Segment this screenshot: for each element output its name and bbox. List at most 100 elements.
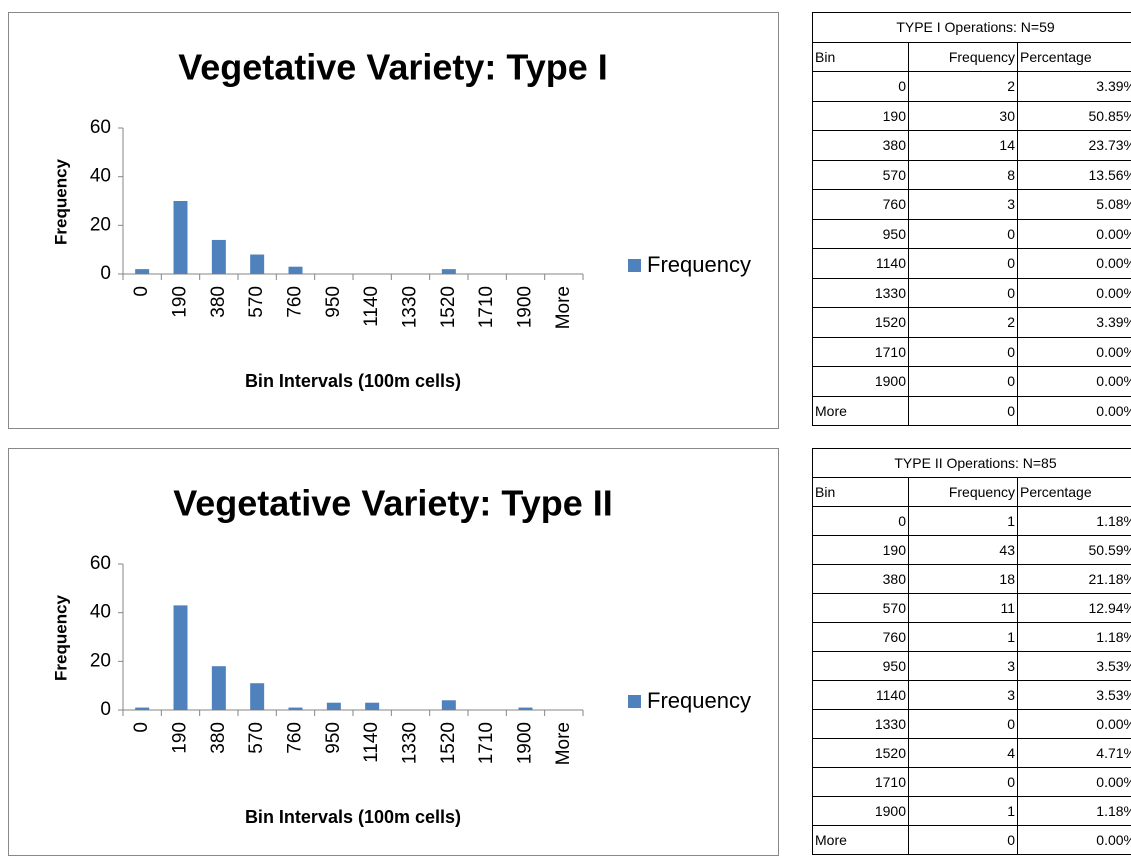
table-row: Bin Frequency Percentage [812,477,1131,507]
table-cell: 0.00% [1017,336,1131,367]
x-axis-label: Bin Intervals (100m cells) [245,807,461,827]
table-row: Bin Frequency Percentage [812,41,1131,72]
table-cell: 0.00% [1017,767,1131,797]
x-tick-label: 1520 [438,722,459,764]
legend-swatch [628,695,641,708]
table-cell: 0 [908,395,1018,426]
x-tick-label: 1900 [515,286,536,328]
x-tick-label: 1710 [476,286,497,328]
table-cell: 1140 [812,680,909,710]
table-cell: 3.39% [1017,307,1131,338]
table-cell: 3 [908,651,1018,681]
table-cell: 760 [812,622,909,652]
table-cell: 0 [908,218,1018,249]
bar [250,254,265,274]
table-row: 011.18% [812,506,1131,536]
y-tick-label: 40 [90,166,111,187]
chart-title: Vegetative Variety: Type I [178,47,608,88]
table-cell: 13.56% [1017,159,1131,190]
table-cell: 8 [908,159,1018,190]
table-cell: 1520 [812,307,909,338]
x-tick-label: 1330 [400,722,421,764]
table-cell: 3.39% [1017,71,1131,102]
x-tick-label: 190 [170,286,191,318]
table-cell: 14 [908,130,1018,161]
table-cell: 4.71% [1017,738,1131,768]
table-cell: 1520 [812,738,909,768]
legend-label: Frequency [647,252,751,277]
table-cell: 0 [812,71,909,102]
x-tick-label: 950 [323,286,344,318]
legend-swatch [628,259,641,272]
x-tick-label: 950 [323,722,344,754]
bar [135,269,150,274]
charts: Vegetative Variety: Type I 0 20 40 60 Frequen… [8,12,779,856]
table-cell: 1900 [812,366,909,397]
y-tick-label: 0 [100,263,111,284]
x-tick-label: 1330 [400,286,421,328]
table-cell: 50.59% [1017,535,1131,565]
table-cell: 190 [812,100,909,131]
table-cell: 1 [908,796,1018,826]
table-cell: 1900 [812,796,909,826]
table-cell: Percentage [1017,41,1131,72]
table-cell: 380 [812,564,909,594]
table-cell: 0 [908,825,1018,855]
chart-title: Vegetative Variety: Type II [173,483,613,524]
table-cell: 1330 [812,709,909,739]
table-row: 023.39% [812,71,1131,102]
table-cell: More [812,825,909,855]
table-cell: 1.18% [1017,796,1131,826]
table-cell: 0.00% [1017,277,1131,308]
chart-frame [8,448,779,856]
y-tick-label: 60 [90,117,111,138]
y-axis-label: Frequency [51,158,70,245]
table-cell: 0 [908,336,1018,367]
table-cell: 23.73% [1017,130,1131,161]
table-cell: 0 [812,506,909,536]
table-cell: 5.08% [1017,189,1131,220]
table-cell: 3.53% [1017,680,1131,710]
table-cell: 50.85% [1017,100,1131,131]
x-tick-label: 1900 [515,722,536,764]
bar [441,700,456,710]
table-cell: 3.53% [1017,651,1131,681]
y-tick-label: 40 [90,602,111,623]
table-cell: 1710 [812,336,909,367]
y-tick-label: 20 [90,214,111,235]
x-axis-label: Bin Intervals (100m cells) [245,371,461,391]
table-cell: 0.00% [1017,709,1131,739]
x-tick-label: More [553,286,574,329]
table-cell: 0 [908,709,1018,739]
bar [250,683,265,710]
table-cell: 0.00% [1017,218,1131,249]
table-cell: 4 [908,738,1018,768]
table-cell: 11 [908,593,1018,623]
table-cell: TYPE II Operations: N=85 [812,448,1131,478]
table-cell: 1 [908,506,1018,536]
x-tick-label: 380 [208,722,229,754]
table-cell: 190 [812,535,909,565]
table-cell: 950 [812,651,909,681]
x-tick-label: 1520 [438,286,459,328]
x-tick-label: 570 [246,722,267,754]
bar [135,707,150,710]
x-tick-label: 1140 [361,286,382,327]
table-cell: 1 [908,622,1018,652]
table-cell: 43 [908,535,1018,565]
table-cell: 0 [908,248,1018,279]
table-cell: Percentage [1017,477,1131,507]
table-cell: 1.18% [1017,622,1131,652]
x-tick-label: 570 [246,286,267,318]
